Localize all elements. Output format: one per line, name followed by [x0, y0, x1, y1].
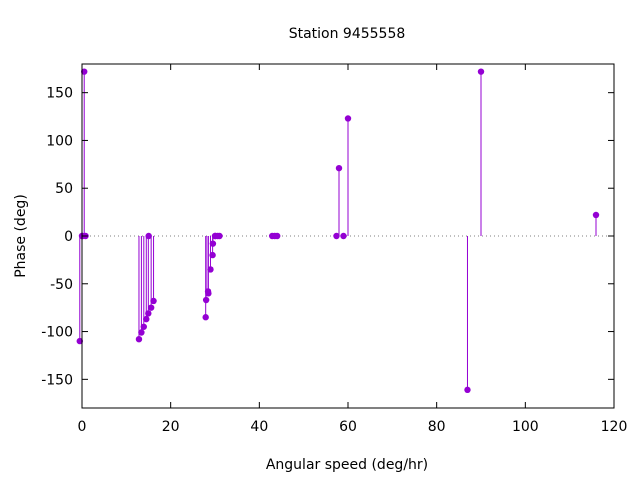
data-point: [150, 297, 157, 305]
data-point: [207, 266, 214, 273]
plot-area: 0 20 40 60 80 100 120 -150 -100 -50 0 50 100 150: [41, 63, 628, 435]
x-axis-label: Angular speed (deg/hr): [266, 457, 428, 473]
x-tick-label: 40: [250, 419, 268, 435]
data-point: [76, 337, 83, 345]
chart-title: Station 9455558: [289, 26, 406, 42]
data-point: [333, 232, 340, 240]
data-point: [335, 164, 343, 172]
data-point: [140, 323, 148, 330]
data-point: [202, 296, 210, 304]
x-tick-label: 100: [512, 419, 539, 435]
data-point: [209, 251, 216, 259]
y-tick-label: 150: [46, 86, 73, 102]
y-tick-label: 50: [55, 181, 73, 197]
data-point: [202, 314, 209, 321]
data-point: [477, 68, 485, 75]
data-point: [464, 386, 471, 394]
data-point: [147, 304, 155, 311]
x-tick-label: 60: [339, 419, 357, 435]
data-point: [209, 240, 217, 247]
data-point: [273, 232, 281, 240]
x-tick-label: 0: [78, 419, 87, 435]
data-point: [145, 232, 152, 240]
y-axis-label: Phase (deg): [13, 194, 29, 278]
y-tick-label: -150: [41, 372, 73, 388]
y-tick-label: -50: [50, 277, 73, 293]
x-tick-label: 80: [428, 419, 446, 435]
data-point: [135, 336, 143, 343]
x-tick-label: 120: [601, 419, 628, 435]
data-point: [138, 329, 145, 336]
data-point: [592, 211, 600, 219]
y-tick-label: -100: [41, 325, 73, 341]
data-point: [216, 232, 223, 240]
data-point: [145, 310, 152, 317]
y-tick-label: 100: [46, 133, 73, 149]
data-point: [143, 315, 150, 323]
data-point: [81, 68, 88, 75]
data-point: [344, 115, 352, 122]
data-point: [205, 290, 212, 297]
x-tick-label: 20: [162, 419, 180, 435]
y-tick-label: 0: [64, 229, 73, 245]
data-point: [340, 232, 347, 240]
